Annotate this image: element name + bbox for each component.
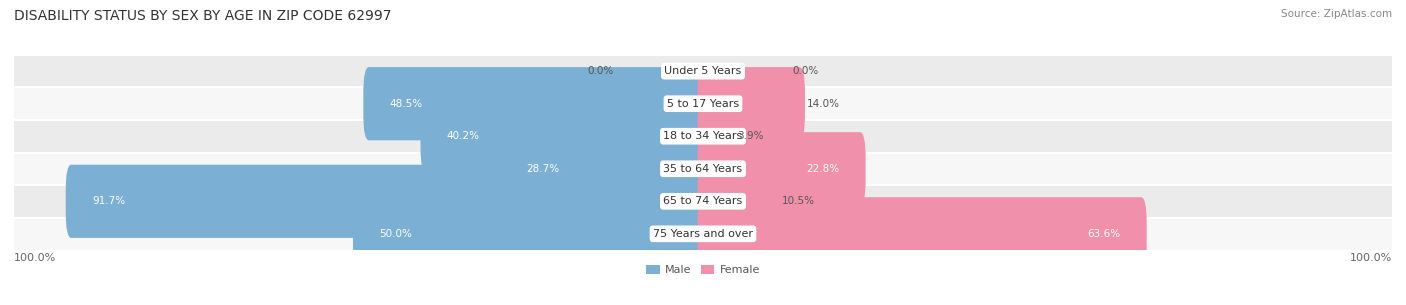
Bar [14,55,1392,88]
FancyBboxPatch shape [697,197,1147,271]
Text: 100.0%: 100.0% [1350,253,1392,263]
Text: 40.2%: 40.2% [447,131,479,141]
FancyBboxPatch shape [697,132,866,205]
FancyBboxPatch shape [66,165,709,238]
Bar [14,185,1392,217]
Text: 75 Years and over: 75 Years and over [652,229,754,239]
Text: 0.0%: 0.0% [793,66,818,76]
Text: 63.6%: 63.6% [1087,229,1121,239]
FancyBboxPatch shape [363,67,709,140]
Text: 5 to 17 Years: 5 to 17 Years [666,99,740,109]
Bar [14,152,1392,185]
Text: 50.0%: 50.0% [380,229,412,239]
Text: 18 to 34 Years: 18 to 34 Years [664,131,742,141]
FancyBboxPatch shape [697,100,735,173]
Text: DISABILITY STATUS BY SEX BY AGE IN ZIP CODE 62997: DISABILITY STATUS BY SEX BY AGE IN ZIP C… [14,9,391,23]
Legend: Male, Female: Male, Female [641,260,765,280]
Text: 35 to 64 Years: 35 to 64 Years [664,164,742,174]
Text: 100.0%: 100.0% [14,253,56,263]
Text: 48.5%: 48.5% [389,99,423,109]
Text: 22.8%: 22.8% [806,164,839,174]
Bar [14,88,1392,120]
Text: Source: ZipAtlas.com: Source: ZipAtlas.com [1281,9,1392,19]
Text: 14.0%: 14.0% [807,99,839,109]
Text: 91.7%: 91.7% [91,196,125,206]
FancyBboxPatch shape [353,197,709,271]
FancyBboxPatch shape [697,165,780,238]
Text: 10.5%: 10.5% [782,196,815,206]
Text: 3.9%: 3.9% [737,131,763,141]
Text: 28.7%: 28.7% [526,164,560,174]
Bar [14,217,1392,250]
FancyBboxPatch shape [697,67,806,140]
Text: Under 5 Years: Under 5 Years [665,66,741,76]
FancyBboxPatch shape [499,132,709,205]
Text: 0.0%: 0.0% [588,66,613,76]
FancyBboxPatch shape [420,100,709,173]
Bar [14,120,1392,152]
Text: 65 to 74 Years: 65 to 74 Years [664,196,742,206]
